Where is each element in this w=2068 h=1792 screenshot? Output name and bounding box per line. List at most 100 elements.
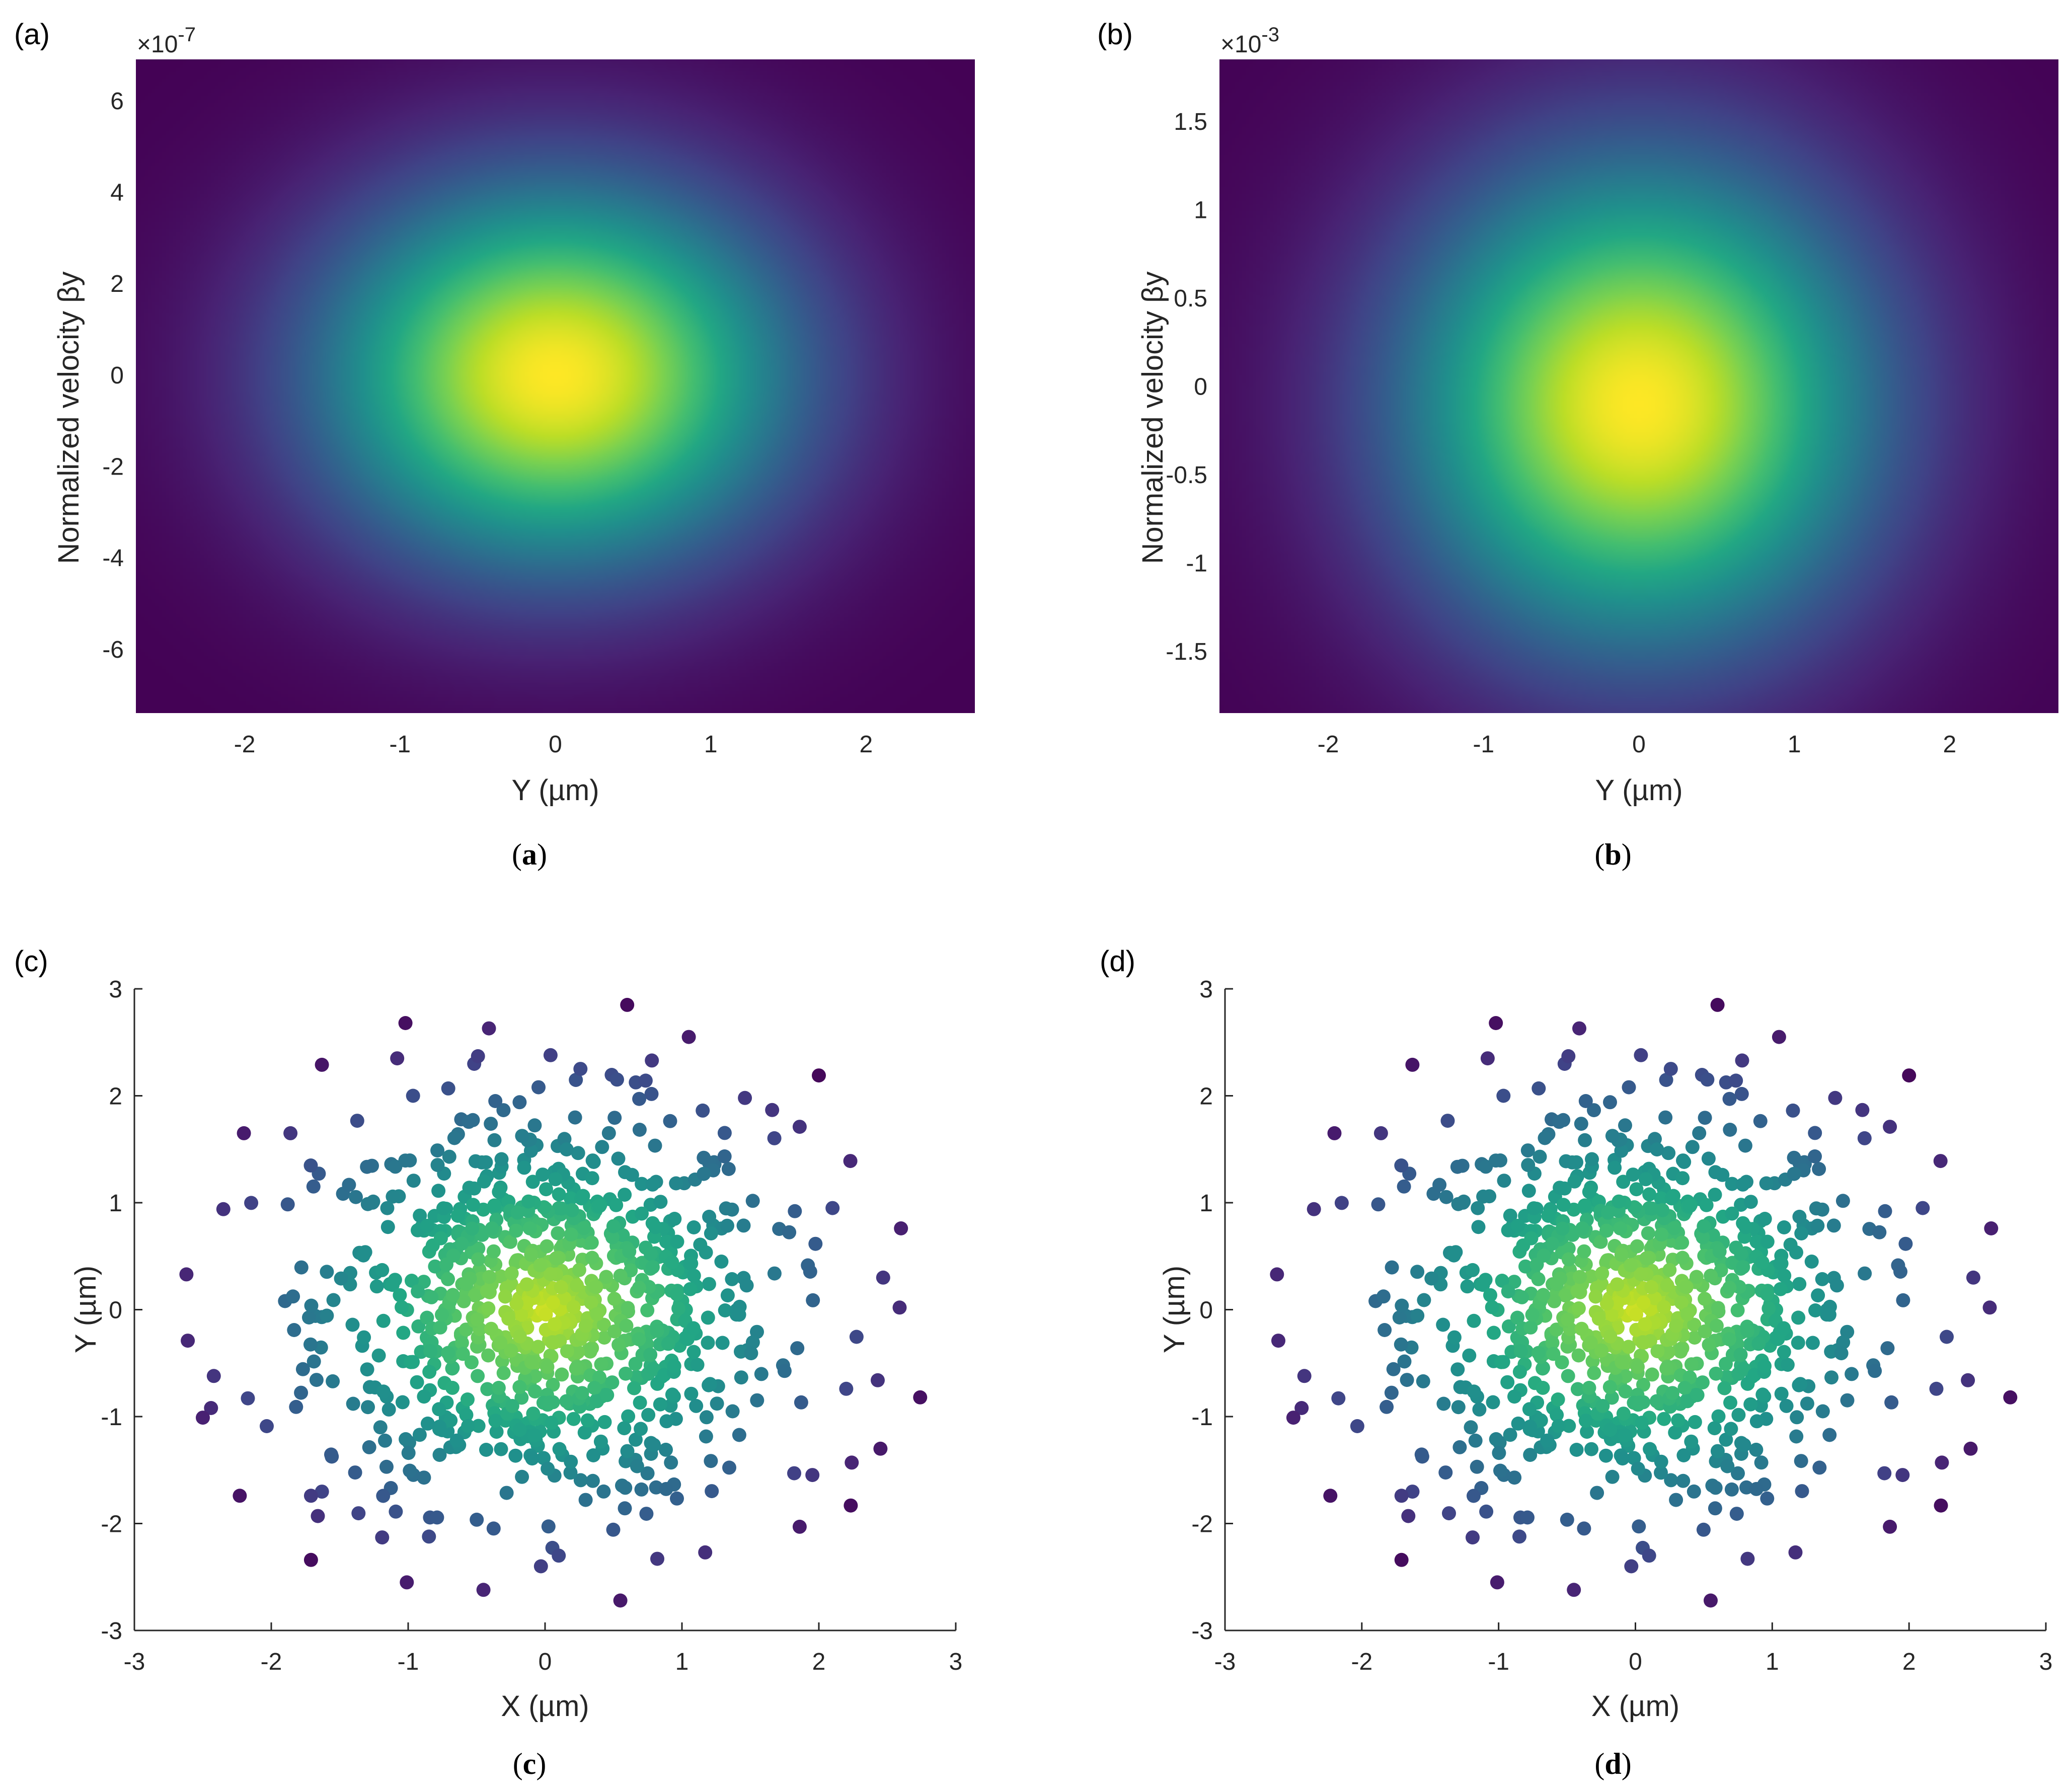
scatter-point (573, 1062, 588, 1076)
scatter-point (1460, 1279, 1475, 1294)
scatter-point (643, 1347, 658, 1362)
scatter-point (738, 1090, 752, 1105)
scatter-point (489, 1425, 504, 1439)
scatter-point (845, 1455, 859, 1470)
scatter-point (1729, 1507, 1744, 1521)
scatter-point (1738, 1220, 1753, 1234)
x-tick-label: 2 (860, 731, 873, 758)
scatter-point (1533, 1149, 1547, 1164)
scatter-point (376, 1313, 391, 1328)
scatter-point (509, 1296, 524, 1311)
scatter-point (1780, 1358, 1795, 1372)
axis-exponent-label: ×10-3 (1220, 24, 1279, 58)
scatter-point (1688, 1331, 1702, 1345)
scatter-point (369, 1279, 384, 1294)
scatter-point (715, 1336, 730, 1350)
scatter-point (1698, 1324, 1712, 1339)
scatter-point (471, 1252, 486, 1267)
scatter-point (639, 1507, 654, 1521)
scatter-point (1487, 1326, 1501, 1340)
y-tick-label: -0.5 (1166, 462, 1207, 489)
scatter-point (398, 1016, 413, 1030)
scatter-point (1440, 1114, 1455, 1128)
scatter-point (424, 1290, 439, 1304)
scatter-point (345, 1317, 360, 1332)
scatter-point (1812, 1162, 1826, 1176)
scatter-point (1436, 1317, 1450, 1332)
scatter-point (701, 1336, 715, 1350)
scatter-point (1822, 1428, 1837, 1442)
scatter-point (1668, 1425, 1682, 1440)
scatter-point (1710, 1444, 1725, 1458)
x-tick-label: 3 (949, 1649, 963, 1675)
scatter-point (1690, 1388, 1705, 1403)
scatter-point (618, 1481, 633, 1495)
scatter-point (1660, 1278, 1674, 1293)
scatter-point (1755, 1255, 1770, 1270)
scatter-point (580, 1413, 595, 1428)
scatter-point (1490, 1575, 1504, 1590)
scatter-point (1472, 1402, 1487, 1417)
y-tick-label: 4 (110, 179, 124, 206)
scatter-point (1700, 1072, 1715, 1087)
scatter-point (432, 1420, 447, 1434)
scatter-point (1749, 1482, 1764, 1496)
scatter-point (1708, 1165, 1723, 1180)
scatter-point (705, 1484, 719, 1499)
scatter-point (381, 1402, 396, 1417)
scatter-point (1551, 1392, 1565, 1407)
scatter-point (1578, 1414, 1593, 1428)
scatter-point (1503, 1428, 1517, 1442)
scatter-point (1808, 1303, 1822, 1317)
scatter-point (1811, 1288, 1825, 1303)
scatter-point (514, 1307, 528, 1322)
scatter-point (1774, 1386, 1789, 1401)
scatter-point (545, 1335, 559, 1350)
scatter-point (1394, 1552, 1409, 1567)
scatter-point (233, 1489, 247, 1503)
scatter-point (1531, 1346, 1546, 1360)
scatter-point (777, 1364, 792, 1378)
scatter-point (1567, 1174, 1582, 1189)
scatter-point (1675, 1235, 1690, 1250)
scatter-point (1645, 1367, 1659, 1382)
scatter-point (362, 1440, 376, 1454)
y-tick-label: -1 (1186, 551, 1207, 577)
scatter-point (1815, 1404, 1830, 1419)
scatter-point (569, 1361, 583, 1376)
panel-caption: (d) (1594, 1747, 1631, 1780)
scatter-point (1510, 1310, 1524, 1325)
scatter-point (480, 1382, 495, 1396)
scatter-point (618, 1165, 632, 1180)
scatter-point (504, 1266, 519, 1281)
scatter-point (375, 1530, 390, 1545)
scatter-point (406, 1174, 421, 1188)
scatter-point (1680, 1307, 1695, 1321)
panel-caption: (a) (512, 838, 547, 871)
scatter-point (564, 1454, 578, 1469)
scatter-point (1297, 1369, 1312, 1383)
scatter-point (1522, 1402, 1537, 1417)
scatter-point (1642, 1548, 1656, 1563)
scatter-point (717, 1149, 732, 1163)
scatter-point (548, 1172, 563, 1187)
scatter-point (686, 1345, 701, 1359)
scatter-point (1666, 1189, 1680, 1203)
scatter-point (650, 1551, 664, 1566)
scatter-point (1452, 1440, 1467, 1454)
scatter-point (376, 1384, 391, 1399)
scatter-point (1521, 1158, 1536, 1173)
scatter-point (430, 1143, 445, 1158)
scatter-point (456, 1294, 471, 1308)
scatter-points (1270, 997, 2018, 1608)
scatter-point (461, 1419, 476, 1433)
scatter-point (554, 1280, 568, 1294)
scatter-point (504, 1343, 518, 1358)
scatter-point (812, 1068, 826, 1083)
scatter-point (1773, 1256, 1788, 1271)
heatmap-image (1219, 59, 2058, 713)
scatter-point (373, 1420, 388, 1435)
scatter-point (533, 1559, 548, 1574)
scatter-point (632, 1281, 646, 1295)
